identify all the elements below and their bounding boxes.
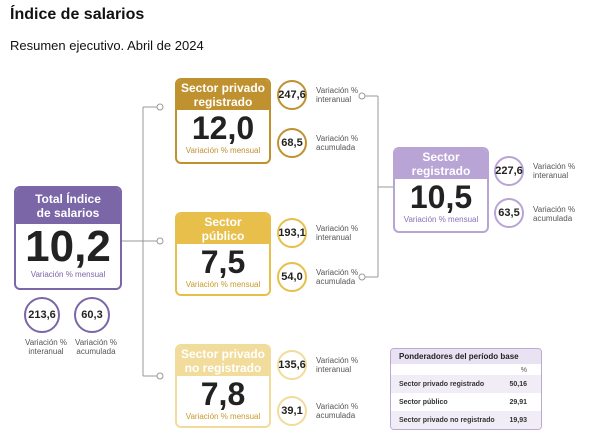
total-interanual-label-1: Variación % — [24, 338, 68, 347]
total-interanual-label-2: interanual — [28, 347, 64, 356]
registrado-interanual-label: Variación % interanual — [533, 162, 575, 180]
ponderadores-title: Ponderadores del período base — [391, 349, 541, 364]
total-label-line1: Total Índice — [35, 192, 101, 206]
publico-header: Sector público — [177, 214, 269, 244]
ponderadores-unit: % — [520, 367, 527, 374]
privado-registrado-label-line1: Sector privado — [180, 81, 266, 95]
publico-label-line1: Sector — [204, 215, 242, 229]
publico-interanual-label-2: interanual — [316, 233, 352, 242]
privado-registrado-label-line2: registrado — [193, 95, 253, 109]
privado-no-registrado-interanual-badge: 135,6 — [277, 350, 307, 380]
publico-acumulada-label: Variación % acumulada — [316, 268, 358, 286]
privado-no-registrado-acumulada-label-1: Variación % — [316, 402, 359, 411]
privado-no-registrado-acumulada-label-2: acumulada — [316, 411, 356, 420]
privado-no-registrado-header: Sector privado no registrado — [177, 346, 269, 376]
row-label: Sector privado registrado — [399, 380, 485, 388]
privado-no-registrado-interanual-label-2: interanual — [316, 365, 352, 374]
privado-no-registrado-interanual-label-1: Variación % — [316, 356, 359, 365]
total-card-header: Total Índice de salarios — [16, 188, 120, 224]
registrado-value: 10,5 — [409, 179, 473, 215]
publico-card: Sector público 7,5 Variación % mensual — [175, 212, 271, 296]
total-interanual-badge: 213,6 — [24, 297, 60, 333]
registrado-label-line1: Sector — [422, 150, 460, 164]
publico-caption: Variación % mensual — [185, 280, 261, 289]
privado-no-registrado-label-line1: Sector privado — [180, 347, 266, 361]
total-interanual-label: Variación % interanual — [24, 338, 68, 356]
total-acumulada-badge: 60,3 — [74, 297, 110, 333]
privado-no-registrado-card: Sector privado no registrado 7,8 Variaci… — [175, 344, 271, 428]
privado-no-registrado-caption: Variación % mensual — [185, 412, 261, 421]
page-title: Índice de salarios — [10, 6, 145, 23]
privado-no-registrado-acumulada-label: Variación % acumulada — [316, 402, 358, 420]
privado-no-registrado-value: 7,8 — [200, 376, 246, 412]
privado-registrado-caption: Variación % mensual — [185, 146, 261, 155]
registrado-acumulada-label-1: Variación % — [533, 205, 576, 214]
page-subtitle: Resumen ejecutivo. Abril de 2024 — [10, 38, 204, 53]
total-acumulada-label-1: Variación % — [74, 338, 118, 347]
registrado-acumulada-label-2: acumulada — [533, 214, 573, 223]
privado-registrado-acumulada-label: Variación % acumulada — [316, 134, 358, 152]
privado-no-registrado-acumulada-badge: 39,1 — [277, 396, 307, 426]
privado-registrado-value: 12,0 — [191, 110, 255, 146]
table-row: Sector público 29,91 — [391, 393, 541, 411]
privado-registrado-interanual-badge: 247,6 — [277, 80, 307, 110]
publico-interanual-badge: 193,1 — [277, 218, 307, 248]
registrado-label-line2: registrado — [411, 164, 471, 178]
publico-acumulada-badge: 54,0 — [277, 262, 307, 292]
total-card: Total Índice de salarios 10,2 Variación … — [14, 186, 122, 290]
registrado-acumulada-badge: 63,5 — [494, 198, 524, 228]
ponderadores-table: Ponderadores del período base % Sector p… — [390, 348, 542, 430]
total-acumulada-label: Variación % acumulada — [74, 338, 118, 356]
privado-registrado-interanual-label: Variación % interanual — [316, 86, 358, 104]
publico-acumulada-label-1: Variación % — [316, 268, 359, 277]
registrado-interanual-label-2: interanual — [533, 171, 569, 180]
publico-value: 7,5 — [200, 244, 246, 280]
privado-registrado-acumulada-label-2: acumulada — [316, 143, 356, 152]
privado-no-registrado-label-line2: no registrado — [184, 361, 262, 375]
row-value: 29,91 — [509, 398, 527, 406]
row-label: Sector público — [399, 398, 448, 406]
privado-registrado-acumulada-label-1: Variación % — [316, 134, 359, 143]
row-value: 50,16 — [509, 380, 527, 388]
total-acumulada-label-2: acumulada — [76, 347, 116, 356]
privado-registrado-header: Sector privado registrado — [177, 80, 269, 110]
total-caption: Variación % mensual — [30, 270, 106, 279]
publico-interanual-label-1: Variación % — [316, 224, 359, 233]
registrado-card: Sector registrado 10,5 Variación % mensu… — [393, 147, 489, 233]
registrado-interanual-badge: 227,6 — [494, 156, 524, 186]
privado-registrado-interanual-label-2: interanual — [316, 95, 352, 104]
registrado-caption: Variación % mensual — [403, 215, 479, 224]
publico-label-line2: público — [201, 229, 245, 243]
total-value: 10,2 — [25, 222, 111, 271]
privado-registrado-card: Sector privado registrado 12,0 Variación… — [175, 78, 271, 164]
row-label: Sector privado no registrado — [399, 416, 495, 424]
row-value: 19,93 — [509, 416, 527, 424]
table-row: Sector privado registrado 50,16 — [391, 375, 541, 393]
registrado-acumulada-label: Variación % acumulada — [533, 205, 575, 223]
table-row: Sector privado no registrado 19,93 — [391, 411, 541, 429]
privado-registrado-interanual-label-1: Variación % — [316, 86, 359, 95]
registrado-interanual-label-1: Variación % — [533, 162, 576, 171]
privado-no-registrado-interanual-label: Variación % interanual — [316, 356, 358, 374]
publico-acumulada-label-2: acumulada — [316, 277, 356, 286]
registrado-header: Sector registrado — [395, 149, 487, 179]
privado-registrado-acumulada-badge: 68,5 — [277, 128, 307, 158]
publico-interanual-label: Variación % interanual — [316, 224, 358, 242]
total-label-line2: de salarios — [36, 206, 100, 220]
